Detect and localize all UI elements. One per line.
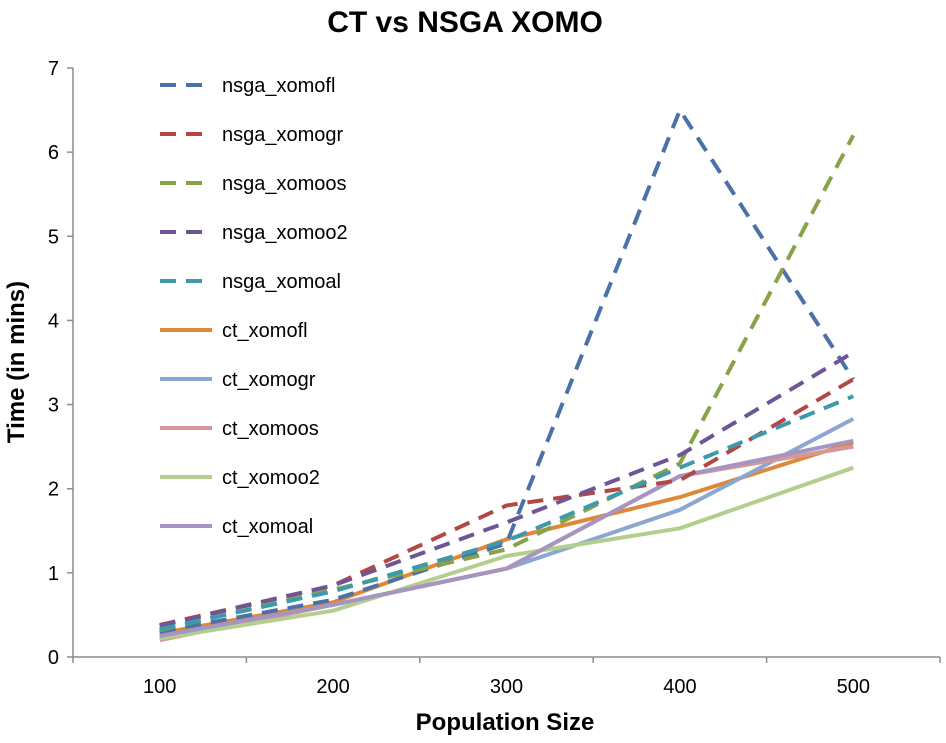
y-tick-label: 3	[48, 395, 59, 417]
legend-label-nsga_xomogr: nsga_xomogr	[222, 124, 344, 146]
series-line-ct_xomoal	[159, 438, 854, 638]
legend-label-ct_xomoal: ct_xomoal	[222, 516, 313, 538]
x-tick-label: 500	[837, 676, 870, 698]
y-tick-label: 1	[48, 563, 59, 585]
y-tick-label: 0	[48, 647, 59, 669]
x-tick-label: 100	[143, 676, 176, 698]
x-tick-label: 400	[663, 676, 696, 698]
legend-label-ct_xomogr: ct_xomogr	[222, 369, 316, 391]
y-tick-label: 2	[48, 479, 59, 501]
legend-label-ct_xomofl: ct_xomofl	[222, 320, 308, 342]
series-line-ct_xomoo2	[159, 465, 854, 641]
legend-label-ct_xomoo2: ct_xomoo2	[222, 467, 320, 489]
legend-label-nsga_xomofl: nsga_xomofl	[222, 75, 335, 97]
legend-label-nsga_xomoo2: nsga_xomoo2	[222, 222, 348, 244]
x-tick-label: 200	[316, 676, 349, 698]
y-axis-label: Time (in mins)	[3, 281, 30, 443]
y-tick-label: 4	[48, 310, 59, 332]
series-line-nsga_xomofl	[159, 108, 855, 634]
plot-lines	[159, 108, 856, 643]
legend: nsga_xomofl nsga_xomogr nsga_xomoos nsga_xo…	[160, 75, 348, 538]
series-line-nsga_xomoo2	[159, 350, 855, 628]
y-tick-label: 5	[48, 226, 59, 248]
y-tick-label: 7	[48, 58, 59, 80]
series-line-nsga_xomoal	[159, 394, 855, 632]
chart-title: CT vs NSGA XOMO	[327, 6, 603, 39]
y-tick-label: 6	[48, 142, 59, 164]
x-tick-label: 300	[490, 676, 523, 698]
legend-label-nsga_xomoos: nsga_xomoos	[222, 173, 347, 195]
axes: 0 1 2 3 4 5 6 7 100 200 300 400 500	[48, 58, 941, 698]
x-axis-label: Population Size	[416, 709, 595, 736]
legend-label-nsga_xomoal: nsga_xomoal	[222, 271, 341, 293]
legend-label-ct_xomoos: ct_xomoos	[222, 418, 319, 440]
